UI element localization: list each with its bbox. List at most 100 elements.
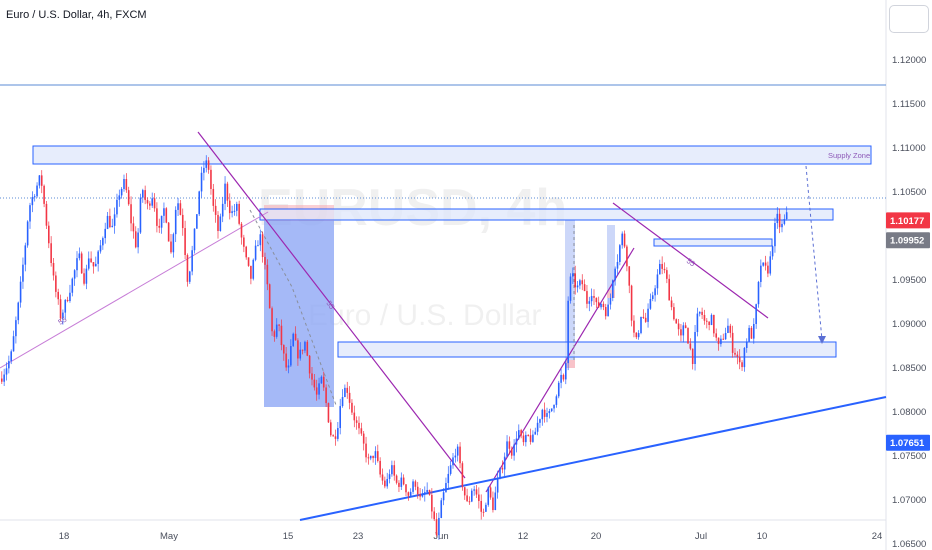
trendline-55-label-2: 55	[324, 299, 336, 311]
candle-body	[480, 501, 482, 512]
candle-body	[254, 245, 257, 260]
candle-body	[374, 451, 377, 459]
candle-body	[586, 291, 588, 304]
candle-body	[442, 492, 445, 501]
candle-body	[212, 188, 215, 206]
candle-body	[196, 214, 198, 229]
candle-body	[55, 275, 57, 292]
support-trendline[interactable]	[299, 396, 887, 521]
forecast-arrow[interactable]	[805, 165, 823, 341]
candle-body	[743, 347, 746, 368]
candle-body	[776, 213, 779, 224]
candle-body	[659, 263, 661, 275]
candle-body	[771, 246, 774, 257]
candle-body	[675, 319, 678, 324]
candle-body	[689, 343, 692, 349]
candle-body	[706, 320, 708, 322]
candle-body	[398, 482, 400, 487]
candle-body	[440, 500, 443, 518]
candle-body	[673, 307, 675, 320]
candle-body	[339, 406, 341, 429]
falling-trendline[interactable]	[197, 131, 466, 479]
candle-body	[494, 492, 497, 511]
candle-body	[452, 457, 454, 466]
candle-body	[405, 484, 407, 493]
time-tick-label: May	[160, 531, 178, 542]
candle-body	[111, 225, 114, 228]
candle-body	[633, 320, 635, 333]
candle-body	[29, 205, 31, 222]
range-box-stop[interactable]	[565, 360, 575, 368]
candle-body	[243, 237, 245, 247]
candle-body	[3, 374, 5, 382]
candles	[1, 155, 788, 540]
rising-trendline[interactable]	[485, 247, 635, 493]
candle-body	[691, 348, 694, 365]
candle-body	[351, 402, 353, 413]
candle-body	[473, 489, 475, 491]
chart-settings-button[interactable]	[889, 5, 929, 33]
candle-body	[565, 363, 567, 380]
minor-resistance-zone[interactable]	[653, 238, 773, 247]
watermark-name: Euro / U.S. Dollar	[308, 299, 541, 332]
resistance-zone[interactable]	[259, 208, 834, 221]
candle-body	[456, 446, 459, 456]
candle-body	[602, 303, 605, 308]
candle-body	[198, 191, 200, 215]
candle-body	[1, 378, 3, 382]
candle-body	[92, 262, 95, 267]
candle-body	[167, 222, 170, 242]
candle-body	[778, 213, 781, 228]
target-box[interactable]	[264, 221, 334, 407]
candle-body	[597, 302, 600, 308]
candle-body	[226, 183, 229, 201]
candle-body	[285, 353, 287, 368]
candle-body	[400, 477, 403, 487]
candle-body	[294, 333, 297, 341]
candle-body	[252, 259, 255, 279]
candle-body	[532, 434, 534, 442]
rising-trendline-left[interactable]	[0, 211, 269, 369]
candle-body	[435, 519, 438, 536]
candle-body	[87, 258, 90, 269]
candle-body	[525, 434, 527, 443]
candle-body	[520, 430, 522, 436]
candle-body	[501, 468, 504, 470]
candle-body	[66, 299, 69, 302]
candle-body	[271, 308, 273, 332]
candle-body	[85, 268, 88, 284]
candle-body	[619, 245, 621, 262]
candle-body	[588, 301, 591, 304]
candle-body	[172, 234, 175, 253]
candle-body	[604, 307, 607, 317]
candle-body	[414, 481, 417, 487]
range-box-stop-2[interactable]	[607, 290, 615, 298]
candle-body	[181, 214, 184, 229]
candle-body	[156, 208, 158, 226]
candle-body	[266, 264, 269, 285]
candle-body	[283, 345, 285, 354]
descending-trendline[interactable]	[612, 202, 769, 319]
supply-zone[interactable]	[32, 145, 872, 165]
candle-body	[109, 215, 111, 228]
candle-body	[572, 273, 574, 277]
candle-body	[261, 234, 264, 257]
candle-body	[144, 190, 146, 201]
price-tick-label: 1.07000	[892, 495, 926, 506]
candle-body	[461, 463, 464, 488]
candle-body	[769, 256, 772, 274]
candle-body	[292, 333, 294, 347]
candle-body	[736, 354, 739, 357]
candle-body	[482, 511, 485, 513]
time-tick-label: 23	[353, 531, 364, 542]
candle-body	[134, 231, 137, 248]
candle-body	[677, 323, 680, 330]
candle-body	[313, 379, 316, 388]
range-box-small-2[interactable]	[607, 225, 615, 290]
candle-body	[607, 304, 609, 317]
demand-zone[interactable]	[337, 341, 837, 358]
candle-body	[741, 362, 743, 368]
candle-body	[153, 198, 156, 209]
candle-body	[496, 477, 499, 493]
